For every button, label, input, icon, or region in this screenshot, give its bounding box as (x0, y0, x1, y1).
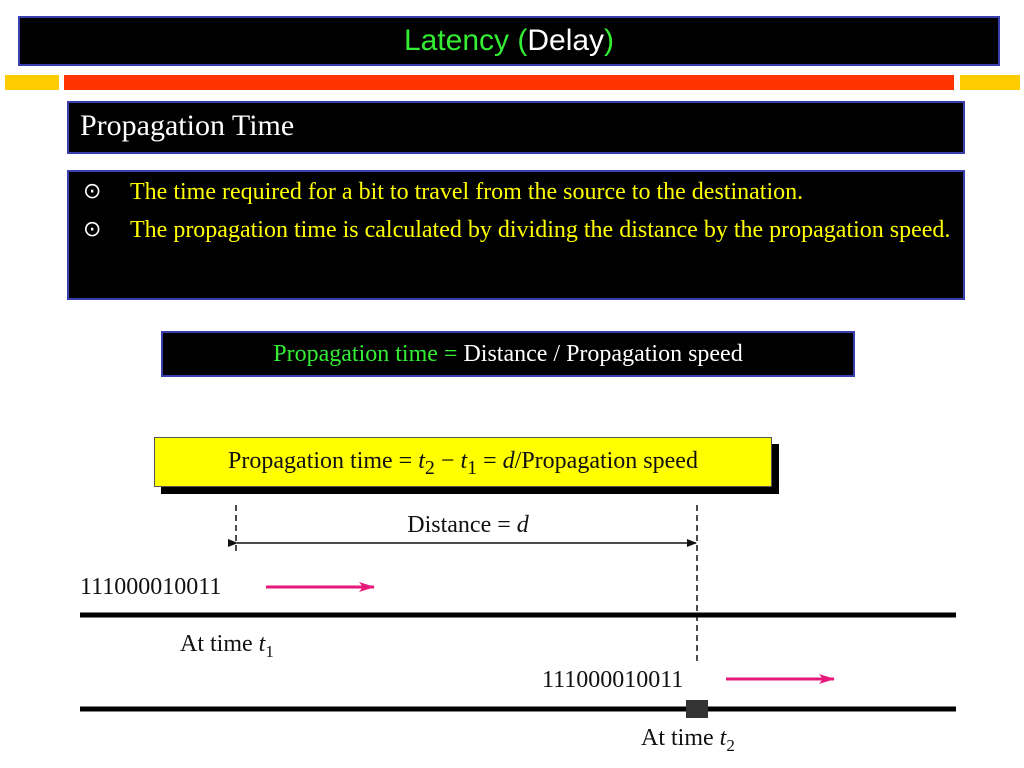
bit-sequence-1: 111000010011 (80, 574, 221, 600)
equation-suffix: /Propagation speed (514, 448, 698, 474)
t1-var: t (460, 448, 468, 474)
t2-sub: 2 (424, 456, 435, 479)
bullet-list: ⊙ The time required for a bit to travel … (67, 170, 965, 300)
bullet-text: The propagation time is calculated by di… (130, 217, 951, 243)
bullet-text: The time required for a bit to travel fr… (130, 179, 804, 205)
section-header: Propagation Time (67, 101, 965, 154)
d-var: d (502, 448, 515, 474)
formula-expression: Distance / Propagation speed (463, 341, 743, 367)
title-prefix: Latency ( (403, 24, 528, 57)
title-word-delay: Delay (527, 24, 605, 57)
equation-text: Propagation time = t2 − t1 = d/Propagati… (228, 448, 698, 479)
time1-label: At time t1 (180, 631, 274, 661)
minus-sign: − (434, 448, 461, 474)
decor-stripe-right (960, 75, 1020, 90)
bullet-item: ⊙ The propagation time is calculated by … (83, 215, 951, 245)
formula-label: Propagation time = (273, 341, 464, 367)
receiver-block (686, 700, 708, 718)
t2-var: t (418, 448, 425, 474)
formula-text: Propagation time = Distance / Propagatio… (273, 341, 742, 367)
slide-title: Latency (Delay) (404, 24, 614, 57)
slide-title-bar: Latency (Delay) (18, 16, 1000, 66)
equals-sign: = (477, 448, 503, 474)
equation-box: Propagation time = t2 − t1 = d/Propagati… (154, 437, 772, 487)
distance-label: Distance = d (407, 512, 530, 538)
bullet-circle-dot-icon: ⊙ (83, 179, 102, 204)
equation-prefix: Propagation time = (228, 448, 419, 474)
bullet-item: ⊙ The time required for a bit to travel … (83, 177, 951, 207)
title-suffix: ) (604, 24, 615, 57)
section-title: Propagation Time (80, 109, 295, 142)
decor-stripe-left (5, 75, 59, 90)
bit-sequence-2: 111000010011 (542, 667, 683, 693)
time2-label: At time t2 (641, 725, 735, 755)
t1-sub: 1 (467, 456, 478, 479)
decor-stripe-middle (64, 75, 954, 90)
bullet-circle-dot-icon: ⊙ (83, 217, 102, 242)
formula-box: Propagation time = Distance / Propagatio… (161, 331, 855, 377)
